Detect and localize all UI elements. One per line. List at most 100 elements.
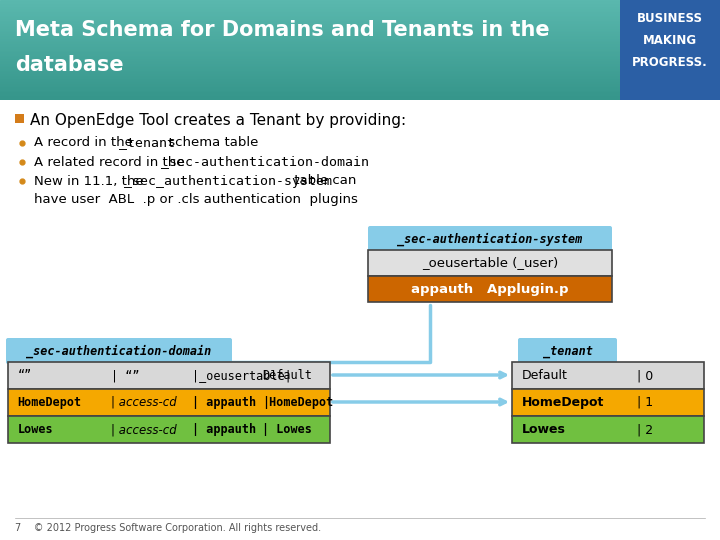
Text: schema table: schema table: [163, 137, 258, 150]
Bar: [0, 52, 620, 54]
Text: table can: table can: [290, 174, 357, 187]
Text: database: database: [15, 55, 124, 75]
Bar: [0, 86, 620, 89]
Text: Default: Default: [262, 369, 312, 382]
Bar: [0, 85, 620, 87]
Bar: [0, 6, 620, 9]
Text: have user  ABL  .p or .cls authentication  plugins: have user ABL .p or .cls authentication …: [34, 193, 358, 206]
Bar: [8, 416, 330, 443]
Bar: [0, 2, 620, 4]
Text: | 0: | 0: [636, 369, 653, 382]
Bar: [0, 0, 620, 2]
Bar: [512, 389, 704, 416]
Bar: [0, 23, 620, 25]
Text: A related record in the: A related record in the: [34, 156, 189, 168]
Bar: [8, 389, 330, 416]
Bar: [0, 89, 620, 91]
Bar: [0, 63, 620, 65]
Bar: [0, 35, 620, 37]
Bar: [0, 75, 620, 77]
Bar: [0, 70, 620, 72]
Bar: [0, 92, 620, 94]
Bar: [0, 40, 620, 42]
Bar: [0, 57, 620, 59]
Bar: [0, 42, 620, 44]
Bar: [368, 250, 612, 276]
Bar: [15, 114, 24, 123]
Bar: [0, 33, 620, 36]
Bar: [0, 90, 620, 92]
Text: | “”: | “”: [111, 369, 140, 382]
Text: |HomeDepot: |HomeDepot: [262, 396, 333, 409]
Text: Default: Default: [521, 369, 567, 382]
Bar: [0, 28, 620, 30]
Bar: [0, 12, 620, 14]
Bar: [0, 46, 620, 49]
Bar: [512, 362, 704, 389]
Bar: [0, 98, 620, 100]
Text: _sec-authentication-system: _sec-authentication-system: [397, 232, 582, 246]
Text: | access-cd: | access-cd: [111, 396, 177, 409]
Bar: [0, 8, 620, 10]
Bar: [0, 32, 620, 34]
Bar: [0, 69, 620, 71]
Text: New in 11.1, the: New in 11.1, the: [34, 174, 148, 187]
Text: BUSINESS: BUSINESS: [637, 11, 703, 24]
Text: HomeDepot: HomeDepot: [18, 396, 82, 409]
Text: PROGRESS.: PROGRESS.: [632, 56, 708, 69]
Text: _sec-authentication-domain: _sec-authentication-domain: [27, 345, 212, 357]
Bar: [0, 62, 620, 64]
Bar: [0, 18, 620, 21]
Bar: [0, 45, 620, 47]
Bar: [0, 80, 620, 82]
Bar: [0, 66, 620, 69]
Bar: [0, 55, 620, 57]
Bar: [0, 22, 620, 24]
Bar: [0, 25, 620, 27]
Bar: [0, 58, 620, 60]
Bar: [368, 276, 612, 302]
Text: _sec_authentication-system: _sec_authentication-system: [124, 174, 332, 187]
Bar: [0, 37, 620, 39]
Bar: [0, 95, 620, 97]
Bar: [0, 93, 620, 96]
Text: MAKING: MAKING: [643, 33, 697, 46]
Bar: [0, 53, 620, 56]
FancyBboxPatch shape: [518, 338, 617, 364]
Bar: [0, 26, 620, 29]
Text: |_oeusertable|: |_oeusertable|: [192, 369, 292, 382]
Bar: [0, 43, 620, 45]
Text: Lowes: Lowes: [18, 423, 53, 436]
Text: _tenant: _tenant: [119, 137, 175, 150]
Text: An OpenEdge Tool creates a Tenant by providing:: An OpenEdge Tool creates a Tenant by pro…: [30, 112, 406, 127]
Text: | access-cd: | access-cd: [111, 423, 177, 436]
Bar: [0, 17, 620, 19]
Text: | appauth: | appauth: [192, 396, 256, 409]
Bar: [620, 0, 720, 100]
Bar: [0, 73, 620, 76]
Bar: [0, 60, 620, 62]
Bar: [0, 65, 620, 67]
Bar: [0, 14, 620, 16]
Bar: [0, 49, 620, 51]
Text: HomeDepot: HomeDepot: [521, 396, 604, 409]
Text: A record in the: A record in the: [34, 137, 137, 150]
Bar: [0, 5, 620, 7]
Text: _oeusertable (_user): _oeusertable (_user): [422, 256, 558, 269]
Bar: [0, 82, 620, 84]
Bar: [0, 50, 620, 52]
Text: | 1: | 1: [636, 396, 653, 409]
Text: | appauth: | appauth: [192, 423, 256, 436]
Bar: [0, 20, 620, 22]
Text: appauth   Applugin.p: appauth Applugin.p: [411, 282, 569, 295]
Bar: [0, 72, 620, 74]
Text: “”: “”: [18, 369, 32, 382]
Bar: [0, 38, 620, 40]
Bar: [0, 15, 620, 17]
Text: 7    © 2012 Progress Software Corporation. All rights reserved.: 7 © 2012 Progress Software Corporation. …: [15, 523, 321, 533]
Bar: [0, 10, 620, 12]
Text: | 2: | 2: [636, 423, 653, 436]
Text: _tenant: _tenant: [543, 345, 593, 357]
Bar: [0, 78, 620, 80]
Text: Meta Schema for Domains and Tenants in the: Meta Schema for Domains and Tenants in t…: [15, 20, 549, 40]
